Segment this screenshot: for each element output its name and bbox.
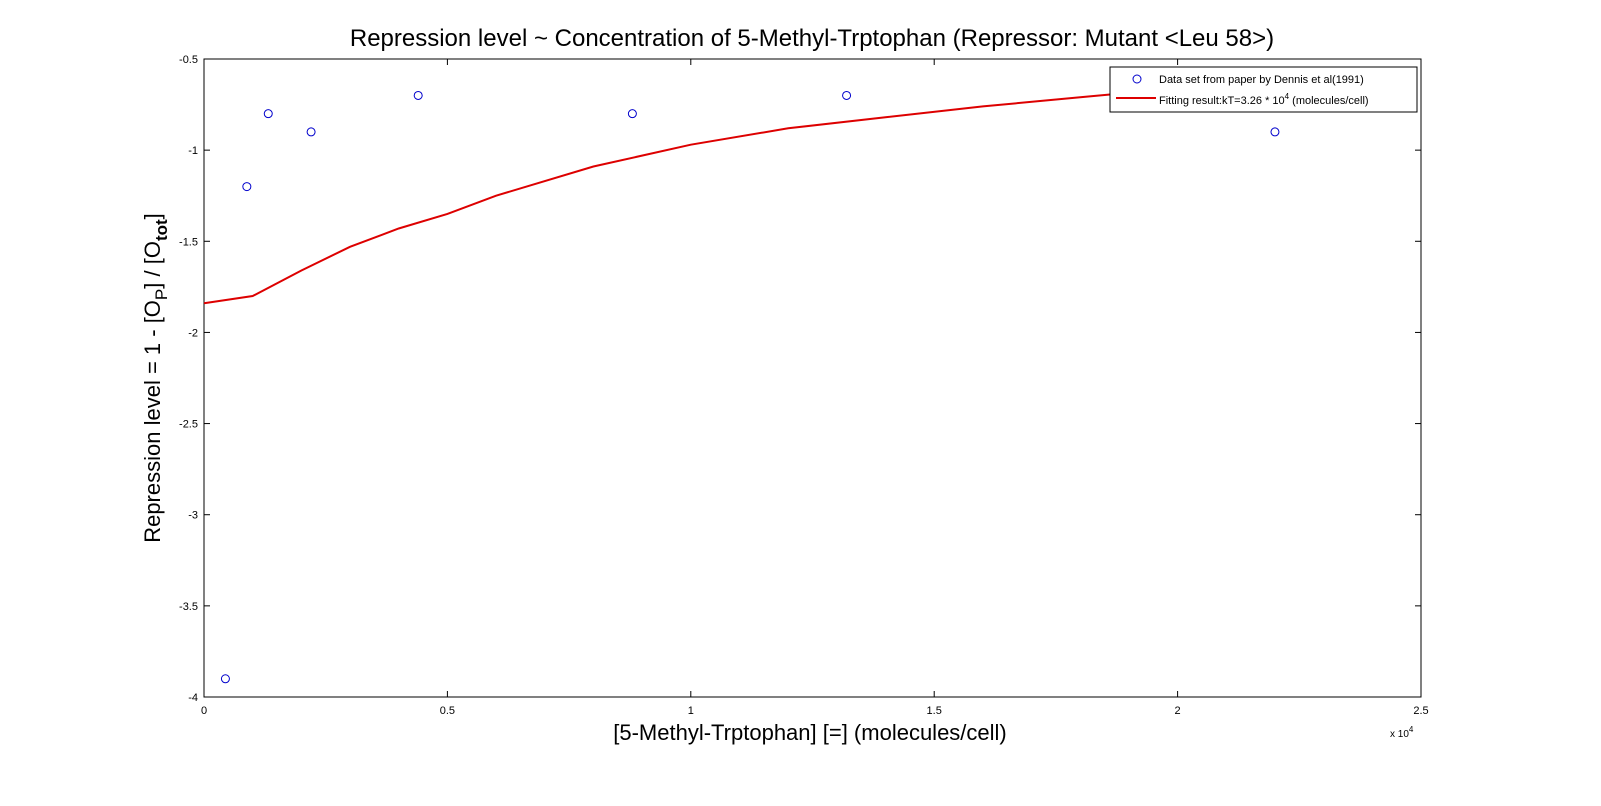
- legend: Data set from paper by Dennis et al(1991…: [1109, 66, 1418, 113]
- data-point: [242, 182, 252, 192]
- legend-label-data: Data set from paper by Dennis et al(1991…: [1159, 74, 1364, 86]
- y-axis-label: Repression level = 1 - [OP] / [Otot]: [140, 213, 171, 543]
- y-tick-label: -4: [188, 692, 198, 704]
- y-tick-label: -0.5: [179, 54, 198, 66]
- y-tick-label: -3.5: [179, 601, 198, 613]
- x-exponent: x 104: [1390, 725, 1414, 740]
- fit-curve-line: [203, 79, 1276, 305]
- data-point: [220, 674, 230, 684]
- y-tick-label: -2: [188, 327, 198, 339]
- x-tick-label: 0.5: [440, 705, 455, 717]
- x-tick-label: 0: [201, 705, 207, 717]
- fit-curve-group: [203, 79, 1276, 305]
- data-point: [627, 109, 637, 119]
- legend-marker-data: [1132, 74, 1142, 84]
- y-tick-label: -1: [188, 145, 198, 157]
- y-tick-label: -3: [188, 510, 198, 522]
- legend-label-fit: Fitting result:kT=3.26 * 104 (molecules/…: [1159, 92, 1369, 107]
- data-point: [263, 109, 273, 119]
- plot-area: [203, 58, 1422, 698]
- chart-title: Repression level ~ Concentration of 5-Me…: [350, 25, 1274, 52]
- y-tick-label: -1.5: [179, 236, 198, 248]
- data-point: [413, 90, 423, 100]
- data-point: [1270, 127, 1280, 137]
- x-tick-label: 1.5: [927, 705, 942, 717]
- axis-ticks: 0 0.5 1 1.5 2 2.5 -4 -3.5 -3 -2.5 -2 -1.5 -1 -0.5: [179, 54, 1429, 717]
- data-points-group: [220, 90, 1280, 684]
- x-tick-label: 2: [1175, 705, 1181, 717]
- legend-box: [1109, 66, 1418, 113]
- data-point: [842, 90, 852, 100]
- data-point: [306, 127, 316, 137]
- y-tick-label: -2.5: [179, 419, 198, 431]
- x-tick-label: 1: [688, 705, 694, 717]
- x-axis-label: [5-Methyl-Trptophan] [=] (molecules/cell…: [613, 720, 1007, 745]
- x-tick-label: 2.5: [1413, 705, 1428, 717]
